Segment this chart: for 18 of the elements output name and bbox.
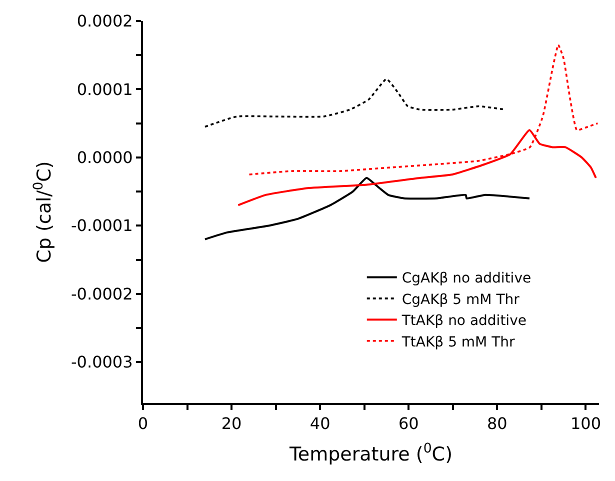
y-tick-label: -0.0002 <box>71 284 133 304</box>
x-tick-label: 0 <box>138 414 148 434</box>
y-tick-label: 0.0000 <box>76 148 133 168</box>
y-tick-label: -0.0001 <box>71 216 133 236</box>
x-axis-title: Temperature ($^{0}$C) <box>288 442 452 466</box>
x-tick-label: 60 <box>398 414 419 434</box>
y-tick-label: 0.0002 <box>76 12 133 31</box>
legend-label: CgAKβ 5 mM Thr <box>402 292 520 308</box>
legend-label: TtAKβ no additive <box>400 313 526 330</box>
line-series <box>204 176 530 240</box>
x-tick-label: 20 <box>221 414 242 434</box>
x-tick-label: 80 <box>486 414 508 434</box>
legend-label: TtAKβ 5 mM Thr <box>400 334 516 350</box>
y-tick-label: -0.0003 <box>71 352 133 372</box>
x-tick-label: 40 <box>310 414 330 434</box>
x-tick-label: 100 <box>570 414 601 434</box>
y-tick-label: 0.0001 <box>76 80 133 99</box>
legend-label: CgAKβ no additive <box>402 270 532 287</box>
